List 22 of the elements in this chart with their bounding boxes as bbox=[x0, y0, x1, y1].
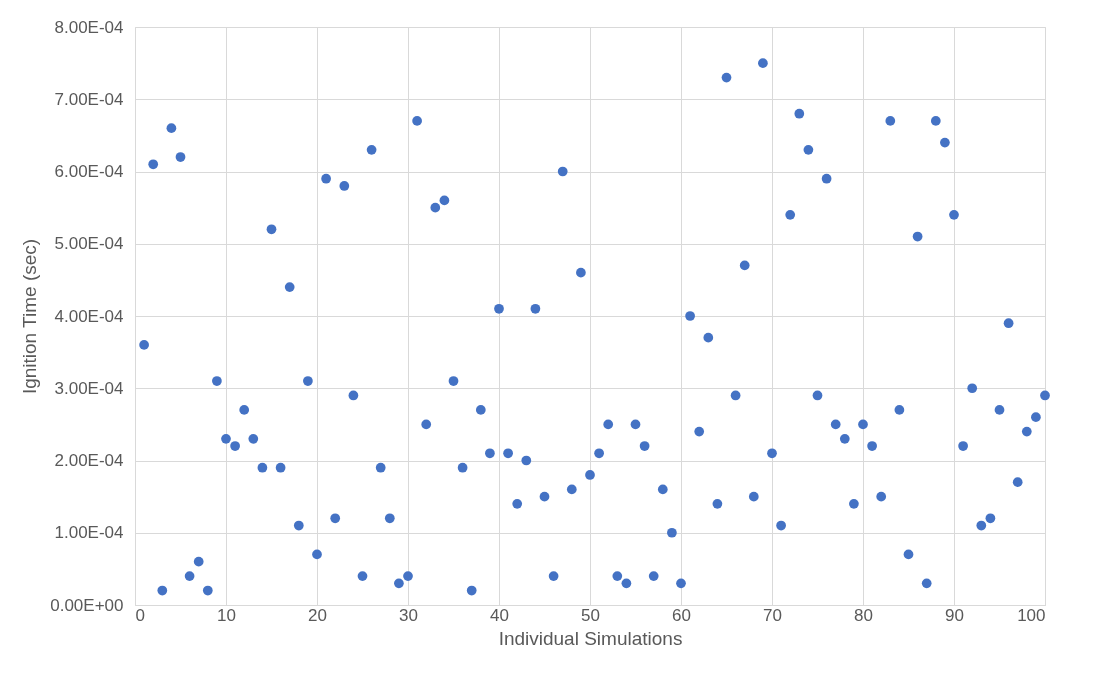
x-tick-label: 30 bbox=[399, 605, 418, 625]
x-tick-label: 50 bbox=[581, 605, 600, 625]
y-tick-label: 0.00E+00 bbox=[50, 595, 124, 615]
x-tick-label: 0 bbox=[135, 605, 145, 625]
x-axis-title: Individual Simulations bbox=[498, 627, 683, 649]
y-tick-label: 1.00E-04 bbox=[54, 523, 124, 543]
x-tick-label: 90 bbox=[945, 605, 964, 625]
x-tick-label: 70 bbox=[763, 605, 782, 625]
y-tick-label: 7.00E-04 bbox=[54, 89, 124, 109]
y-axis-title: Ignition Time (sec) bbox=[19, 238, 41, 395]
x-tick-label: 10 bbox=[217, 605, 236, 625]
x-tick-label: 60 bbox=[672, 605, 691, 625]
y-tick-label: 3.00E-04 bbox=[54, 378, 124, 398]
x-tick-label: 100 bbox=[1017, 605, 1046, 625]
y-tick-label: 8.00E-04 bbox=[54, 17, 124, 37]
y-tick-label: 5.00E-04 bbox=[54, 234, 124, 254]
y-tick-label: 2.00E-04 bbox=[54, 451, 124, 470]
y-tick-label: 4.00E-04 bbox=[54, 306, 124, 326]
x-tick-label: 20 bbox=[308, 605, 327, 625]
x-tick-label: 40 bbox=[490, 605, 509, 625]
x-tick-label: 80 bbox=[854, 605, 873, 625]
y-tick-label: 6.00E-04 bbox=[54, 162, 124, 181]
